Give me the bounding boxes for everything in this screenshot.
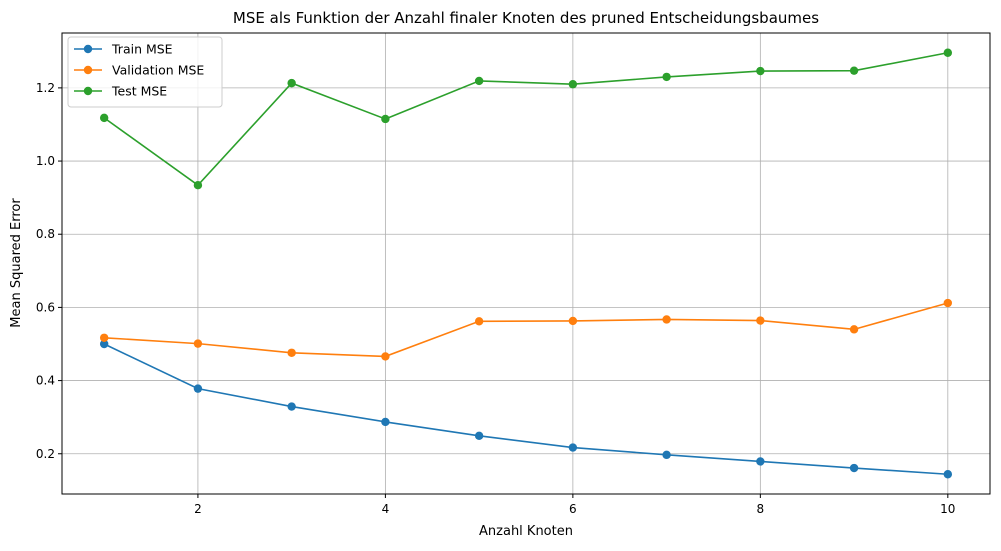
data-point-validation-mse: [287, 348, 296, 357]
legend-item-train-mse: Train MSE: [74, 42, 173, 57]
series-line-train-mse: [103, 343, 948, 476]
data-point-validation-mse: [943, 298, 953, 308]
data-point-train-mse: [99, 339, 109, 349]
data-point-test-mse: [287, 78, 296, 88]
data-point-test-mse: [193, 181, 203, 190]
y-axis-label: Mean Squared Error: [9, 198, 24, 328]
legend-box: [67, 36, 223, 108]
data-point-test-mse: [99, 113, 109, 123]
legend-label-validation-mse: Validation MSE: [112, 63, 204, 78]
y-tick-label: 0.2: [36, 447, 55, 461]
data-point-validation-mse: [193, 339, 203, 348]
y-tick-label: 1.2: [36, 81, 55, 95]
data-point-train-mse: [849, 463, 859, 473]
x-tick-label: 10: [940, 502, 955, 516]
data-point-train-mse: [381, 417, 390, 427]
series-validation-mse: [99, 298, 953, 361]
x-tick-label: 8: [757, 502, 765, 516]
data-point-validation-mse: [849, 325, 859, 334]
data-point-train-mse: [568, 443, 578, 452]
x-tick-label: 6: [569, 502, 577, 516]
data-point-test-mse: [568, 80, 578, 89]
data-point-test-mse: [662, 72, 671, 82]
data-point-validation-mse: [756, 316, 765, 325]
data-point-test-mse: [474, 76, 484, 86]
legend-item-validation-mse: Validation MSE: [74, 63, 204, 78]
data-point-train-mse: [662, 450, 671, 460]
data-point-validation-mse: [381, 352, 390, 361]
x-axis-label: Anzahl Knoten: [479, 524, 573, 539]
y-tick-label: 0.8: [36, 227, 55, 241]
series-line-test-mse: [103, 51, 948, 187]
data-point-test-mse: [943, 48, 953, 57]
data-point-train-mse: [943, 470, 953, 479]
data-point-train-mse: [756, 457, 765, 466]
y-tick-label: 0.4: [36, 374, 55, 388]
data-point-validation-mse: [474, 317, 484, 326]
x-tick-label: 2: [194, 502, 202, 516]
data-point-test-mse: [756, 66, 765, 76]
legend-marker-validation-mse: [83, 65, 93, 75]
legend-item-test-mse: Test MSE: [74, 84, 167, 99]
series-line-validation-mse: [104, 302, 949, 358]
y-tick-label: 0.6: [36, 300, 55, 314]
data-point-validation-mse: [99, 333, 109, 342]
legend-label-train-mse: Train MSE: [111, 42, 173, 57]
series-test-mse: [99, 48, 953, 190]
legend-marker-train-mse: [83, 44, 93, 54]
y-axis: 0.2 0.4 0.6 0.8 1.0 1.2: [36, 81, 62, 461]
legend-label-test-mse: Test MSE: [111, 84, 167, 99]
data-point-test-mse: [381, 114, 390, 124]
x-tick-label: 4: [382, 502, 390, 516]
data-point-validation-mse: [662, 315, 671, 324]
chart-title: MSE als Funktion der Anzahl finaler Knot…: [233, 9, 819, 27]
x-axis: 2 4 6 8 10: [194, 494, 955, 516]
series-train-mse: [99, 339, 953, 479]
data-point-train-mse: [287, 402, 296, 411]
data-point-test-mse: [849, 66, 859, 75]
series-layer: [99, 48, 953, 479]
data-point-validation-mse: [568, 316, 578, 326]
legend: Train MSE Validation MSE Test MSE: [67, 36, 223, 108]
data-point-train-mse: [193, 384, 203, 393]
y-tick-label: 1.0: [36, 154, 55, 168]
legend-marker-test-mse: [83, 86, 93, 96]
plot-frame: [61, 32, 991, 495]
data-point-train-mse: [474, 431, 484, 441]
